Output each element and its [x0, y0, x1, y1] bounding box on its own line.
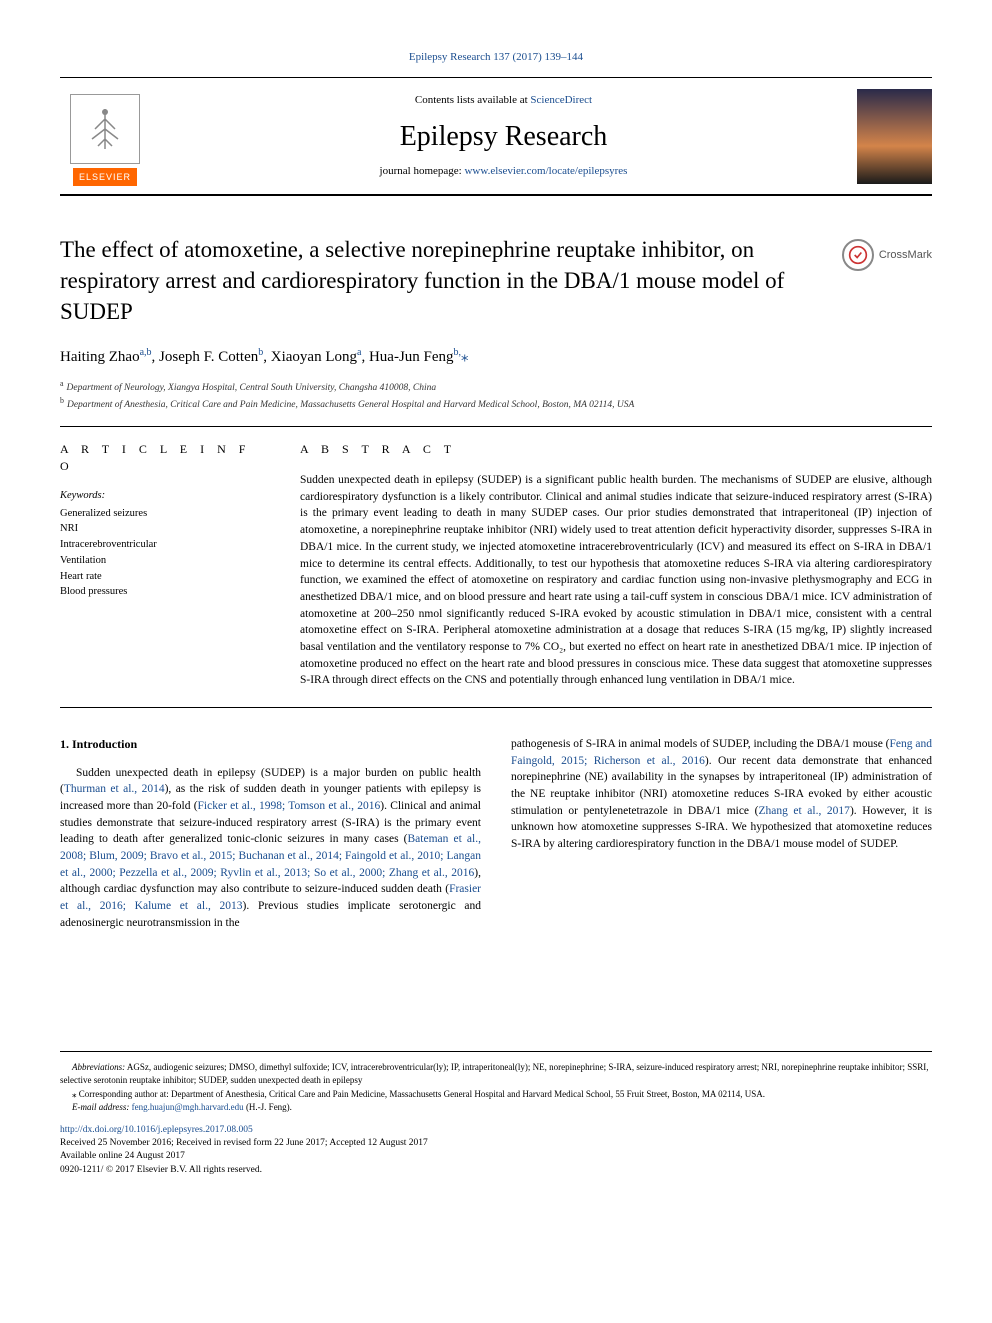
keywords-list: Generalized seizuresNRIIntracerebroventr…	[60, 506, 260, 601]
doi-link[interactable]: http://dx.doi.org/10.1016/j.eplepsyres.2…	[60, 1125, 253, 1135]
authors-names: Haiting Zhaoa,b, Joseph F. Cottenb, Xiao…	[60, 349, 461, 365]
homepage-prefix: journal homepage:	[380, 165, 465, 177]
article-title: The effect of atomoxetine, a selective n…	[60, 234, 932, 327]
journal-cover-thumb	[857, 89, 932, 184]
keyword-item: Ventilation	[60, 553, 260, 569]
copyright-line: 0920-1211/ © 2017 Elsevier B.V. All righ…	[60, 1164, 932, 1177]
available-line: Available online 24 August 2017	[60, 1150, 932, 1163]
elsevier-tree-icon	[70, 94, 140, 164]
divider-top	[60, 426, 932, 427]
sciencedirect-link[interactable]: ScienceDirect	[530, 94, 592, 106]
crossmark-label: CrossMark	[879, 248, 932, 263]
journal-title: Epilepsy Research	[170, 117, 837, 156]
article-info-heading: A R T I C L E I N F O	[60, 441, 260, 475]
article-info: A R T I C L E I N F O Keywords: Generali…	[60, 441, 260, 689]
authors-list: Haiting Zhaoa,b, Joseph F. Cottenb, Xiao…	[60, 346, 932, 368]
journal-homepage-link[interactable]: www.elsevier.com/locate/epilepsyres	[464, 165, 627, 177]
corresponding-marker[interactable]: ⁎	[461, 349, 469, 365]
doi-line: http://dx.doi.org/10.1016/j.eplepsyres.2…	[60, 1124, 932, 1137]
citation-header: Epilepsy Research 137 (2017) 139–144	[60, 50, 932, 65]
keyword-item: Generalized seizures	[60, 506, 260, 522]
ref-link[interactable]: Ficker et al., 1998; Tomson et al., 2016	[198, 800, 381, 812]
abstract-heading: A B S T R A C T	[300, 441, 932, 458]
email-link[interactable]: feng.huajun@mgh.harvard.edu	[132, 1102, 244, 1112]
info-abstract-row: A R T I C L E I N F O Keywords: Generali…	[60, 441, 932, 708]
affiliation-a: aDepartment of Neurology, Xiangya Hospit…	[60, 378, 932, 395]
journal-header: ELSEVIER Contents lists available at Sci…	[60, 77, 932, 196]
affiliation-b: bDepartment of Anesthesia, Critical Care…	[60, 395, 932, 412]
ref-link[interactable]: Thurman et al., 2014	[64, 783, 165, 795]
intro-text-col2: pathogenesis of S-IRA in animal models o…	[511, 736, 932, 853]
abbreviations: Abbreviations: AGSz, audiogenic seizures…	[60, 1061, 932, 1086]
footnotes: Abbreviations: AGSz, audiogenic seizures…	[60, 1051, 932, 1177]
intro-text-col1: Sudden unexpected death in epilepsy (SUD…	[60, 765, 481, 932]
affiliations: aDepartment of Neurology, Xiangya Hospit…	[60, 378, 932, 413]
contents-line: Contents lists available at ScienceDirec…	[170, 93, 837, 108]
citation-link[interactable]: Epilepsy Research 137 (2017) 139–144	[409, 51, 583, 63]
keyword-item: NRI	[60, 521, 260, 537]
body-col-left: 1. Introduction Sudden unexpected death …	[60, 736, 481, 932]
contents-prefix: Contents lists available at	[415, 94, 530, 106]
article-title-text: The effect of atomoxetine, a selective n…	[60, 237, 784, 324]
body-columns: 1. Introduction Sudden unexpected death …	[60, 736, 932, 932]
keywords-label: Keywords:	[60, 489, 260, 504]
keyword-item: Blood pressures	[60, 584, 260, 600]
received-line: Received 25 November 2016; Received in r…	[60, 1137, 932, 1150]
abstract: A B S T R A C T Sudden unexpected death …	[300, 441, 932, 689]
journal-header-center: Contents lists available at ScienceDirec…	[170, 93, 837, 179]
elsevier-brand-label: ELSEVIER	[73, 168, 137, 187]
keyword-item: Heart rate	[60, 569, 260, 585]
intro-heading: 1. Introduction	[60, 736, 481, 753]
corresponding-author: ⁎ Corresponding author at: Department of…	[60, 1088, 932, 1101]
crossmark-badge[interactable]: CrossMark	[842, 239, 932, 271]
body-col-right: pathogenesis of S-IRA in animal models o…	[511, 736, 932, 932]
keyword-item: Intracerebroventricular	[60, 537, 260, 553]
ref-link[interactable]: Zhang et al., 2017	[758, 805, 849, 817]
abstract-text: Sudden unexpected death in epilepsy (SUD…	[300, 472, 932, 689]
elsevier-logo: ELSEVIER	[60, 86, 150, 186]
crossmark-icon	[842, 239, 874, 271]
email-line: E-mail address: feng.huajun@mgh.harvard.…	[60, 1101, 932, 1114]
journal-homepage-line: journal homepage: www.elsevier.com/locat…	[170, 164, 837, 179]
